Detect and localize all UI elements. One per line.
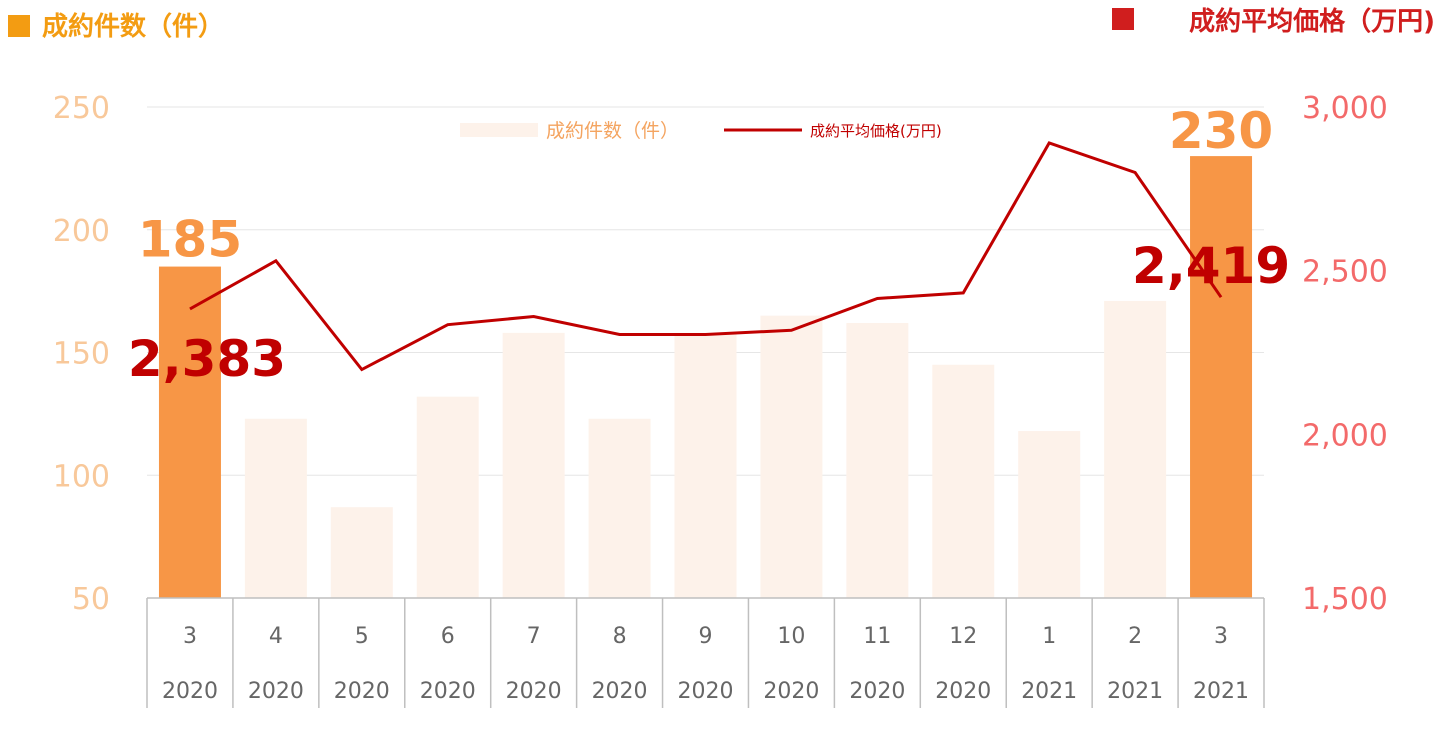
title-right-swatch	[1112, 8, 1134, 30]
bar	[502, 332, 565, 598]
left-axis-tick-label: 100	[53, 459, 110, 494]
year-tick-label: 2020	[678, 679, 734, 704]
year-tick-label: 2020	[763, 679, 819, 704]
right-axis-tick-label: 1,500	[1302, 582, 1388, 617]
bar	[1190, 156, 1253, 598]
line-value-label: 2,419	[1132, 237, 1290, 295]
left-axis-tick-label: 150	[53, 337, 110, 372]
year-tick-label: 2020	[935, 679, 991, 704]
month-tick-label: 10	[777, 624, 805, 649]
bar	[760, 315, 823, 598]
right-axis-tick-label: 2,500	[1302, 255, 1388, 290]
year-tick-label: 2020	[162, 679, 218, 704]
month-tick-label: 3	[183, 624, 197, 649]
month-tick-label: 1	[1042, 624, 1056, 649]
bar	[416, 396, 479, 598]
month-tick-label: 11	[863, 624, 891, 649]
bar	[932, 364, 995, 598]
left-axis-tick-label: 200	[53, 214, 110, 249]
year-tick-label: 2021	[1193, 679, 1249, 704]
month-tick-label: 9	[699, 624, 713, 649]
axes: 250 200 150 100 50 3,000 2,500 2,000 1,500 3 4 5 6 7 8…	[53, 91, 1388, 708]
month-tick-label: 4	[269, 624, 283, 649]
legend: 成約件数（件） 成約平均価格(万円)	[460, 120, 942, 142]
month-tick-label: 5	[355, 624, 369, 649]
year-tick-label: 2020	[334, 679, 390, 704]
legend-bar-label: 成約件数（件）	[546, 120, 679, 142]
year-tick-label: 2020	[592, 679, 648, 704]
legend-bar-swatch	[460, 123, 538, 137]
month-tick-label: 6	[441, 624, 455, 649]
bar	[1018, 431, 1081, 598]
year-tick-label: 2020	[849, 679, 905, 704]
bar	[674, 332, 737, 598]
month-tick-label: 8	[613, 624, 627, 649]
year-tick-label: 2020	[248, 679, 304, 704]
bar	[1104, 300, 1167, 598]
bar-value-label: 230	[1169, 102, 1273, 160]
year-tick-label: 2021	[1021, 679, 1077, 704]
right-axis-tick-label: 3,000	[1302, 91, 1388, 126]
bar-series	[158, 156, 1253, 598]
title-left-swatch	[8, 15, 30, 37]
left-axis-tick-label: 250	[53, 91, 110, 126]
bar	[330, 507, 393, 598]
title-right: 成約平均価格（万円)	[1189, 6, 1435, 37]
title-left: 成約件数（件）	[42, 11, 224, 42]
bar	[158, 266, 221, 598]
month-tick-label: 2	[1128, 624, 1142, 649]
month-tick-label: 7	[527, 624, 541, 649]
right-axis-tick-label: 2,000	[1302, 418, 1388, 453]
bar-value-label: 185	[138, 211, 242, 269]
left-axis-tick-label: 50	[72, 582, 110, 617]
month-tick-label: 3	[1214, 624, 1228, 649]
bar	[244, 418, 307, 598]
data-labels: 185 230 2,383 2,419	[128, 102, 1290, 388]
year-tick-label: 2021	[1107, 679, 1163, 704]
line-value-label: 2,383	[128, 330, 286, 388]
legend-line-label: 成約平均価格(万円)	[810, 122, 942, 140]
year-tick-label: 2020	[506, 679, 562, 704]
price-line	[189, 141, 1223, 372]
line-series	[189, 141, 1223, 372]
year-tick-label: 2020	[420, 679, 476, 704]
bar	[846, 323, 909, 598]
bar	[588, 418, 651, 598]
month-tick-label: 12	[949, 624, 977, 649]
